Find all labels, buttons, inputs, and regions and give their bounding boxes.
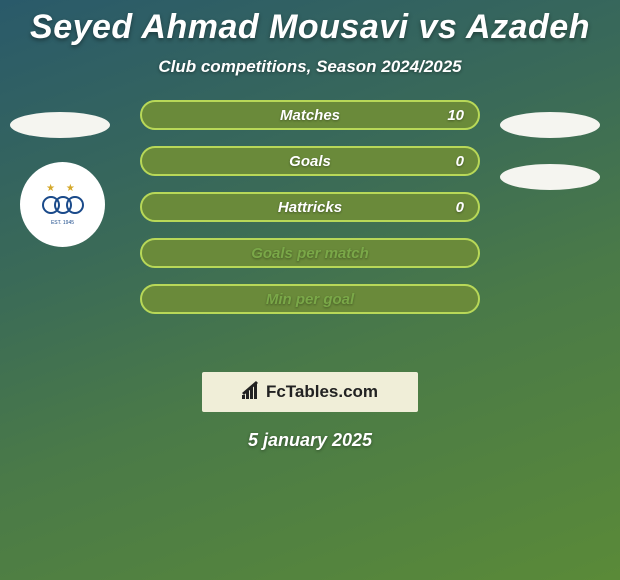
stat-bar-label: Matches	[280, 107, 340, 124]
stat-bar: Goals per match	[140, 238, 480, 268]
stat-bar: Matches 10	[140, 100, 480, 130]
footer-brand: FcTables.com	[202, 372, 418, 412]
logo-rings-icon	[42, 196, 84, 218]
logo-caption: EST. 1945	[51, 220, 74, 226]
page-title: Seyed Ahmad Mousavi vs Azadeh	[0, 0, 620, 47]
stat-bar: Goals 0	[140, 146, 480, 176]
club-logo-left: ★ ★ EST. 1945	[20, 162, 105, 247]
stat-bar-label: Goals per match	[251, 245, 369, 262]
chart-icon	[242, 381, 262, 404]
subtitle: Club competitions, Season 2024/2025	[0, 57, 620, 77]
logo-stars-icon: ★ ★	[46, 183, 79, 194]
player-left-badge	[10, 112, 110, 138]
snapshot-date: 5 january 2025	[0, 430, 620, 451]
player-right-badge-1	[500, 112, 600, 138]
comparison-content: ★ ★ EST. 1945 Matches10Goals0Hattricks0G…	[0, 112, 620, 352]
stat-bar-label: Hattricks	[278, 199, 342, 216]
stat-bar-label: Min per goal	[266, 291, 354, 308]
stat-bar-label: Goals	[289, 153, 331, 170]
stat-bar: Hattricks 0	[140, 192, 480, 222]
stat-bar-value: 0	[456, 199, 464, 216]
stat-bar-value: 0	[456, 153, 464, 170]
stat-bars: Matches 10 Goals 0 Hattricks 0 Goals per match…	[140, 100, 480, 330]
stat-bar: Min per goal	[140, 284, 480, 314]
player-right-badge-2	[500, 164, 600, 190]
stat-bar-value: 10	[447, 107, 464, 124]
footer-brand-text: FcTables.com	[266, 382, 378, 402]
